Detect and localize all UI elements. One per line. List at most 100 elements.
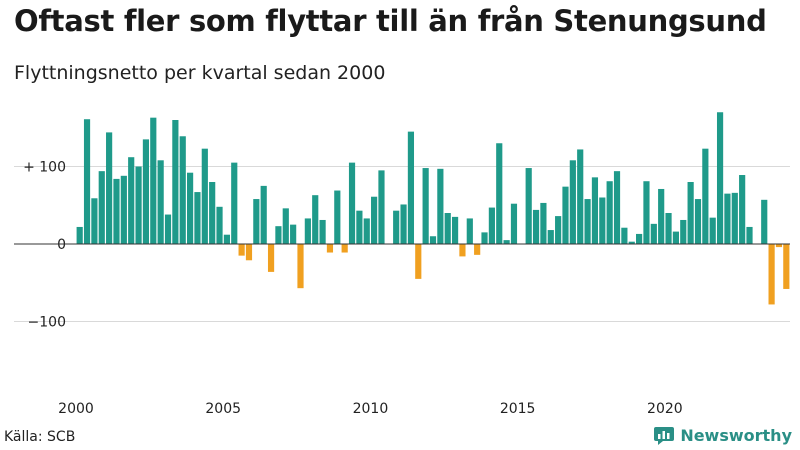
- bar: [245, 244, 253, 261]
- bar: [363, 218, 370, 244]
- bar: [326, 244, 334, 253]
- y-tick-label: 0: [57, 237, 66, 253]
- bar: [194, 192, 201, 244]
- bar: [562, 186, 569, 244]
- bar: [91, 198, 98, 245]
- bar: [496, 143, 503, 244]
- bar: [98, 171, 105, 244]
- newsworthy-icon: [654, 426, 675, 445]
- bar: [555, 216, 562, 244]
- bar: [481, 232, 488, 245]
- bar: [76, 226, 83, 244]
- bar: [393, 210, 400, 245]
- bar: [371, 196, 378, 244]
- bar: [599, 197, 606, 244]
- bar: [304, 218, 311, 244]
- bar: [150, 117, 157, 244]
- bar: [474, 244, 481, 255]
- bar: [547, 230, 554, 244]
- bar: [503, 240, 510, 245]
- bar: [135, 166, 142, 244]
- bar: [466, 218, 473, 244]
- bar: [400, 204, 407, 244]
- bar: [687, 182, 694, 244]
- bar: [164, 214, 172, 244]
- bar: [290, 224, 297, 245]
- bar: [488, 207, 495, 244]
- bar: [297, 244, 304, 289]
- bar: [282, 208, 289, 244]
- bar: [378, 170, 385, 245]
- bar: [716, 112, 724, 244]
- bar: [142, 139, 150, 245]
- bar: [407, 131, 415, 245]
- bar: [746, 226, 753, 244]
- bar: [209, 182, 216, 244]
- bar: [606, 181, 613, 244]
- bar: [267, 244, 275, 272]
- bar: [157, 160, 164, 244]
- bar: [415, 244, 422, 279]
- bar: [275, 226, 282, 244]
- bar: [694, 199, 702, 244]
- bar: [532, 209, 540, 244]
- bar: [128, 157, 135, 244]
- bar: [650, 223, 657, 244]
- bar: [334, 190, 341, 245]
- bar: [724, 193, 731, 245]
- y-tick-label: −100: [28, 315, 66, 331]
- bar: [584, 199, 591, 244]
- bar: [120, 175, 127, 244]
- x-tick-label: 2010: [353, 401, 389, 417]
- y-tick-label: + 100: [23, 160, 66, 176]
- bar: [422, 168, 429, 244]
- bar: [628, 241, 635, 245]
- bar: [680, 219, 687, 244]
- bar: [459, 244, 466, 257]
- bar: [739, 175, 746, 244]
- bar: [636, 233, 643, 245]
- bar: [672, 231, 679, 244]
- brand-logo: Newsworthy: [654, 426, 792, 445]
- bar: [187, 172, 194, 244]
- bar: [591, 177, 599, 244]
- bar: [658, 188, 665, 244]
- bar: [761, 199, 768, 244]
- bar: [113, 178, 120, 244]
- bar: [702, 148, 709, 245]
- bar: [348, 162, 356, 245]
- bar: [223, 234, 230, 244]
- bar: [525, 168, 532, 244]
- bar: [341, 244, 348, 253]
- x-tick-label: 2005: [205, 401, 241, 417]
- bar: [569, 160, 576, 244]
- bar: [731, 192, 738, 244]
- bar: [231, 162, 238, 245]
- bar: [775, 244, 783, 248]
- bar: [83, 119, 91, 244]
- bar: [106, 132, 113, 244]
- bar: [510, 203, 518, 244]
- bar: [451, 216, 459, 245]
- bar: [709, 217, 716, 244]
- bar: [429, 236, 437, 244]
- source-note: Källa: SCB: [4, 429, 76, 445]
- bar: [260, 185, 267, 245]
- bar: [437, 168, 444, 244]
- chart-title: Oftast fler som flyttar till än från Ste…: [14, 4, 767, 38]
- x-tick-label: 2000: [58, 401, 94, 417]
- bar: [201, 148, 208, 245]
- chart-subtitle: Flyttningsnetto per kvartal sedan 2000: [14, 62, 386, 84]
- bar: [665, 213, 672, 244]
- x-tick-label: 2020: [647, 401, 683, 417]
- bar: [444, 213, 451, 244]
- bar: [768, 244, 775, 305]
- bar: [783, 244, 790, 289]
- bar: [312, 195, 319, 245]
- bar: [216, 206, 223, 244]
- bar: [179, 136, 186, 244]
- bar: [540, 202, 547, 245]
- bar: [643, 181, 650, 244]
- bar: [172, 120, 179, 244]
- bar: [253, 199, 260, 244]
